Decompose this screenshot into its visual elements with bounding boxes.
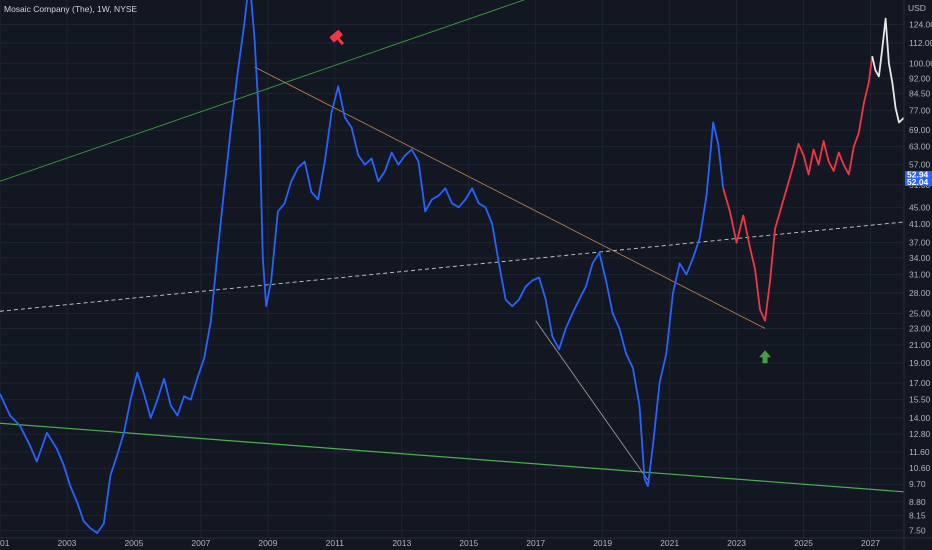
- x-tick-label: 2023: [727, 538, 746, 548]
- y-tick-label: 92.00: [909, 73, 931, 83]
- x-tick-label: 2017: [526, 538, 545, 548]
- y-tick-label: 12.80: [909, 429, 931, 439]
- x-tick-label: 2009: [258, 538, 277, 548]
- y-tick-label: 11.60: [909, 447, 930, 457]
- price-axis-bg: [904, 0, 932, 550]
- y-tick-label: 34.00: [909, 253, 931, 263]
- symbol-title: Mosaic Company (The), 1W, NYSE: [4, 4, 138, 14]
- y-tick-label: 100.00: [909, 58, 932, 68]
- trendline-dashed_line: [0, 221, 905, 312]
- x-tick-label: 2013: [392, 538, 411, 548]
- x-tick-label: 2025: [794, 538, 813, 548]
- y-tick-label: 7.50: [909, 526, 926, 536]
- y-tick-label: 57.00: [909, 160, 931, 170]
- series-layer: [0, 0, 905, 534]
- y-tick-label: 45.00: [909, 202, 931, 212]
- y-tick-label: 124.00: [909, 19, 932, 29]
- x-tick-label: 2019: [593, 538, 612, 548]
- y-tick-label: 9.70: [909, 479, 926, 489]
- x-tick-label: 2005: [124, 538, 143, 548]
- series-historical: [0, 0, 725, 534]
- buy-arrow-icon: [759, 350, 772, 364]
- y-tick-label: 77.00: [909, 105, 931, 115]
- y-tick-label: 17.00: [909, 378, 931, 388]
- markers-layer: [329, 29, 772, 364]
- y-tick-label: 28.00: [909, 288, 931, 298]
- y-tick-label: 31.00: [909, 270, 931, 280]
- y-tick-label: 8.15: [909, 511, 926, 521]
- trendline-uptrend_line: [0, 0, 526, 182]
- x-tick-label: 2003: [58, 538, 77, 548]
- y-tick-label: 25.00: [909, 308, 931, 318]
- trendline-thin_line: [535, 320, 650, 483]
- last-price-badge: [905, 171, 932, 187]
- y-tick-label: 37.00: [909, 238, 931, 248]
- x-tick-label: 2011: [326, 538, 345, 548]
- y-tick-label: 63.00: [909, 142, 931, 152]
- time-axis[interactable]: 2001 2003 2005 2007 2009 2011 2013 2015 2017 2019…: [0, 537, 932, 548]
- hammer-head: [329, 29, 343, 43]
- y-tick-label: 19.00: [909, 358, 931, 368]
- trendline-support_line: [0, 422, 905, 493]
- y-tick-label: 14.00: [909, 413, 931, 423]
- prev-price-label: 52.04: [907, 177, 929, 187]
- y-tick-label: 15.50: [909, 395, 931, 405]
- x-tick-label: 2021: [660, 538, 679, 548]
- price-axis[interactable]: 124.00 112.00 100.00 92.00 84.50 77.00 69.00 63…: [903, 0, 932, 550]
- y-tick-label: 41.00: [909, 219, 931, 229]
- trendline-downtrend_line: [254, 66, 766, 329]
- sell-hammer-icon: [329, 29, 345, 46]
- currency-label: USD: [908, 3, 926, 13]
- x-tick-label: 2007: [191, 538, 210, 548]
- y-tick-label: 23.00: [909, 323, 931, 333]
- x-tick-label: 2027: [861, 538, 880, 548]
- x-tick-label: 2015: [459, 538, 478, 548]
- series-projection_red: [722, 56, 874, 322]
- trendlines-layer: [0, 0, 905, 493]
- y-tick-label: 69.00: [909, 125, 931, 135]
- x-tick-label: 2001: [0, 538, 10, 548]
- y-tick-label: 10.60: [909, 463, 931, 473]
- y-tick-label: 8.80: [909, 497, 926, 507]
- last-price-label: 52.94: [907, 170, 929, 180]
- y-tick-label: 112.00: [909, 38, 932, 48]
- hammer-handle: [337, 37, 345, 46]
- y-tick-label: 21.00: [909, 340, 931, 350]
- y-tick-label: 84.50: [909, 89, 931, 99]
- series-projection_white: [871, 17, 905, 124]
